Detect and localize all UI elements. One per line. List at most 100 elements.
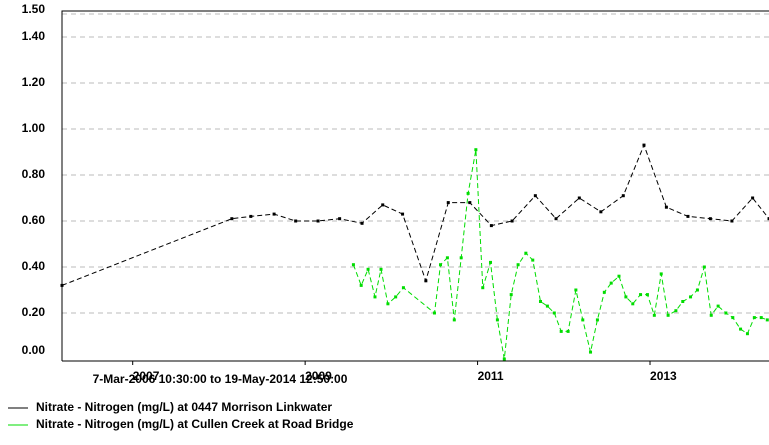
data-point (752, 316, 756, 320)
data-point (681, 300, 685, 303)
data-point (446, 201, 450, 205)
y-tick-label: 1.40 (22, 29, 46, 43)
data-point (639, 293, 643, 297)
x-tick-label: 2007 (133, 369, 160, 383)
y-tick-label: 0.00 (22, 343, 46, 357)
data-point (686, 214, 690, 218)
data-point (759, 316, 763, 320)
data-point (621, 194, 625, 198)
data-point (509, 293, 513, 297)
data-point (489, 260, 493, 264)
data-point (574, 288, 578, 292)
data-point (652, 313, 656, 317)
data-point (379, 267, 383, 271)
data-point (666, 313, 670, 317)
x-tick-label: 2009 (305, 369, 332, 383)
data-point (731, 316, 735, 320)
data-point (481, 286, 485, 290)
data-point (566, 329, 570, 333)
data-point (559, 329, 563, 333)
data-point (767, 217, 769, 221)
data-point (730, 219, 734, 223)
data-point (751, 196, 755, 200)
data-point (510, 219, 514, 223)
y-tick-label: 1.20 (22, 75, 46, 89)
data-point (539, 300, 543, 303)
data-point (716, 304, 720, 308)
data-point (554, 217, 558, 221)
data-point (545, 304, 549, 308)
data-point (351, 263, 355, 267)
y-tick-label: 0.60 (22, 213, 46, 227)
data-point (595, 318, 599, 322)
data-point (495, 318, 499, 322)
data-point (624, 295, 628, 299)
data-point (602, 290, 606, 294)
x-tick-label: 2011 (478, 369, 504, 383)
data-point (724, 311, 728, 315)
data-point (459, 256, 463, 260)
data-point (577, 196, 581, 200)
data-point (432, 311, 436, 315)
y-tick-label: 0.20 (22, 305, 46, 319)
data-point (659, 272, 663, 276)
legend-label: Nitrate - Nitrogen (mg/L) at Cullen Cree… (36, 417, 354, 431)
chart-subtitle: 7-Mar-2006 10:30:00 to 19-May-2014 12:50… (93, 372, 348, 386)
data-point (439, 263, 443, 267)
data-point (294, 219, 298, 223)
data-point (552, 311, 556, 315)
data-point (272, 212, 276, 216)
data-point (599, 210, 603, 214)
data-point (739, 327, 743, 331)
data-point (516, 263, 520, 267)
plot-frame (61, 10, 769, 361)
data-point (664, 205, 668, 209)
data-point (381, 203, 385, 207)
data-point (609, 281, 613, 285)
y-tick-label: 1.50 (22, 2, 46, 16)
x-tick-label: 2013 (650, 369, 677, 383)
data-point (60, 283, 64, 287)
data-point (589, 350, 593, 354)
data-point (702, 265, 706, 269)
series-line (352, 149, 768, 360)
data-point (645, 293, 649, 297)
y-tick-label: 0.80 (22, 167, 46, 181)
data-point (642, 143, 646, 147)
data-point (531, 258, 535, 262)
data-point (468, 201, 472, 205)
data-point (631, 302, 635, 306)
data-point (424, 279, 428, 283)
data-point (708, 217, 712, 221)
data-point (366, 267, 370, 271)
y-tick-label: 0.40 (22, 259, 46, 273)
data-point (489, 224, 493, 228)
legend-label: Nitrate - Nitrogen (mg/L) at 0447 Morris… (36, 400, 332, 414)
data-point (502, 357, 506, 361)
data-point (401, 286, 405, 290)
data-point (394, 295, 398, 299)
data-point (401, 212, 405, 216)
data-point (765, 318, 769, 322)
y-tick-label: 1.00 (22, 121, 46, 135)
data-point (360, 221, 364, 225)
data-point (452, 318, 456, 322)
data-point (674, 309, 678, 313)
data-point (359, 283, 363, 287)
data-point (474, 148, 478, 152)
data-point (524, 251, 528, 255)
data-point (689, 295, 693, 299)
data-point (445, 256, 449, 260)
data-point (617, 274, 621, 278)
series-line (61, 143, 769, 286)
data-point (386, 302, 390, 306)
data-point (709, 313, 713, 317)
data-point (338, 217, 342, 221)
data-point (695, 288, 699, 292)
data-point (249, 214, 253, 218)
data-point (230, 217, 234, 221)
data-point (533, 194, 537, 198)
data-point (745, 332, 749, 336)
data-point (373, 295, 377, 299)
